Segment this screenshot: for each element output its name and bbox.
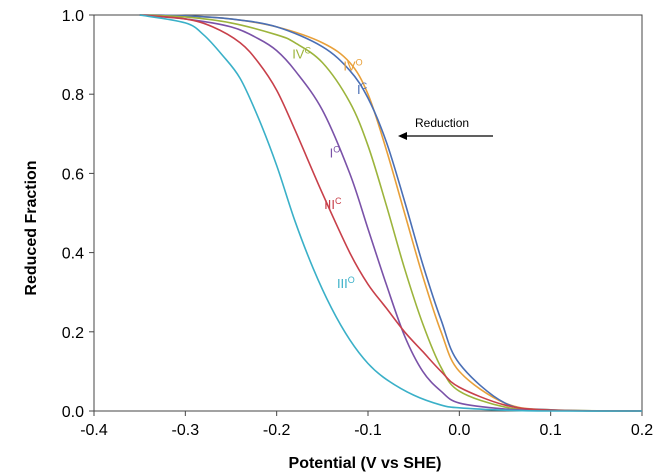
series-line: [139, 14, 643, 412]
x-tick-label: -0.3: [172, 422, 200, 439]
x-tick-label: -0.4: [80, 422, 108, 439]
y-axis-title: Reduced Fraction: [23, 160, 40, 295]
series-label: IIIC: [324, 196, 342, 212]
y-tick-label: 0.6: [62, 166, 84, 183]
plot-area-frame: [93, 14, 643, 412]
x-tick-label: 0.1: [540, 422, 562, 439]
x-tick-label: 0.2: [631, 422, 653, 439]
series-label: IVO: [343, 57, 362, 73]
series-label: IO: [330, 145, 341, 161]
series-line: [139, 14, 643, 412]
x-tick-label: -0.2: [263, 422, 291, 439]
series-labels-group: IVO IC IVC IO IIIC IIIO: [292, 46, 367, 292]
ticks-group: -0.4 -0.3 -0.2 -0.1 0.0 0.1 0.2 0.0 0.2 0.4 0.6 0.8…: [62, 8, 653, 439]
x-tick-label: -0.1: [354, 422, 382, 439]
series-line: [139, 14, 643, 412]
reduction-arrowhead: [398, 132, 407, 140]
y-tick-label: 1.0: [62, 8, 84, 25]
reduction-annotation-text: Reduction: [415, 116, 469, 130]
series-label: IVC: [292, 46, 311, 62]
annotation-group: Reduction: [398, 116, 493, 140]
x-axis-title: Potential (V vs SHE): [289, 455, 442, 472]
y-tick-label: 0.0: [62, 404, 84, 421]
series-label: IIIO: [337, 275, 355, 291]
series-line: [139, 14, 643, 412]
y-tick-label: 0.4: [62, 246, 84, 263]
series-label: IC: [357, 81, 368, 97]
series-line: [139, 14, 643, 412]
series-group: [139, 14, 643, 412]
y-tick-label: 0.8: [62, 87, 84, 104]
x-tick-label: 0.0: [448, 422, 470, 439]
series-line: [139, 14, 643, 412]
plot-frame-group: [93, 14, 643, 412]
y-tick-label: 0.2: [62, 325, 84, 342]
